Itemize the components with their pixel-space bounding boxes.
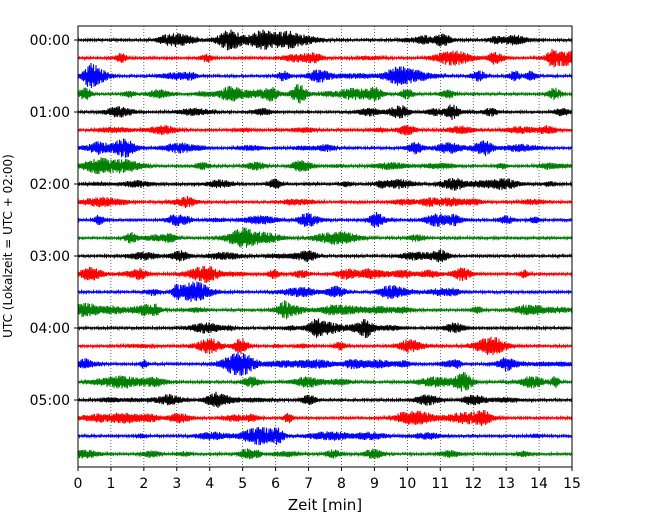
seismic-trace-row bbox=[77, 391, 573, 408]
x-tick-label: 4 bbox=[205, 476, 214, 492]
seismic-trace-row bbox=[77, 138, 573, 158]
x-tick-label: 10 bbox=[398, 476, 416, 492]
y-tick-label: 05:00 bbox=[30, 393, 70, 409]
x-axis-label: Zeit [min] bbox=[288, 496, 362, 514]
x-tick-label: 5 bbox=[238, 476, 247, 492]
seismic-trace-row bbox=[77, 178, 573, 191]
seismic-trace-row bbox=[77, 372, 573, 392]
seismic-trace-row bbox=[77, 410, 573, 426]
y-tick-label: 02:00 bbox=[30, 177, 70, 193]
x-tick-label: 1 bbox=[106, 476, 115, 492]
x-tick-label: 2 bbox=[139, 476, 148, 492]
seismic-trace-row bbox=[77, 266, 573, 283]
seismic-trace-row bbox=[77, 48, 573, 68]
x-tick-label: 14 bbox=[530, 476, 548, 492]
x-tick-label: 0 bbox=[74, 476, 83, 492]
seismic-trace-row bbox=[77, 448, 573, 460]
x-tick-label: 15 bbox=[563, 476, 581, 492]
x-tick-label: 3 bbox=[172, 476, 181, 492]
x-tick-label: 7 bbox=[304, 476, 313, 492]
seismic-trace-row bbox=[77, 84, 573, 104]
x-tick-label: 9 bbox=[370, 476, 379, 492]
y-tick-label: 01:00 bbox=[30, 105, 70, 121]
seismic-trace-row bbox=[77, 427, 573, 446]
y-tick-label: 03:00 bbox=[30, 249, 70, 265]
y-axis-label: UTC (Lokalzeit = UTC + 02:00) bbox=[1, 154, 15, 338]
plot-frame bbox=[77, 25, 573, 468]
x-tick-label: 11 bbox=[431, 476, 449, 492]
seismic-trace-row bbox=[77, 227, 573, 248]
x-tick-label: 12 bbox=[464, 476, 482, 492]
y-tick-label: 04:00 bbox=[30, 321, 70, 337]
x-axis-ticks: 0 1 2 3 4 5 6 7 8 9 10 11 12 13 14 15 bbox=[74, 467, 581, 492]
seismic-traces bbox=[77, 29, 573, 460]
seismic-trace-row bbox=[77, 62, 573, 89]
x-tick-label: 13 bbox=[497, 476, 515, 492]
seismic-trace-row bbox=[77, 351, 573, 376]
seismic-trace-row bbox=[77, 29, 573, 51]
x-tick-label: 8 bbox=[337, 476, 346, 492]
seismic-trace-row bbox=[77, 211, 573, 228]
x-tick-label: 6 bbox=[271, 476, 280, 492]
seismic-trace-row bbox=[77, 336, 573, 356]
y-tick-label: 00:00 bbox=[30, 33, 70, 49]
seismic-trace-row bbox=[77, 318, 573, 339]
seismic-trace-row bbox=[77, 125, 573, 136]
seismic-trace-row bbox=[77, 195, 573, 209]
seismic-trace-row bbox=[77, 157, 573, 175]
seismic-trace-row bbox=[77, 281, 573, 302]
seismic-trace-row bbox=[77, 249, 573, 263]
y-axis-ticks: 00:00 01:00 02:00 03:00 04:00 05:00 bbox=[30, 33, 78, 409]
seismic-trace-row bbox=[77, 104, 573, 120]
seismic-trace-row bbox=[77, 300, 573, 320]
